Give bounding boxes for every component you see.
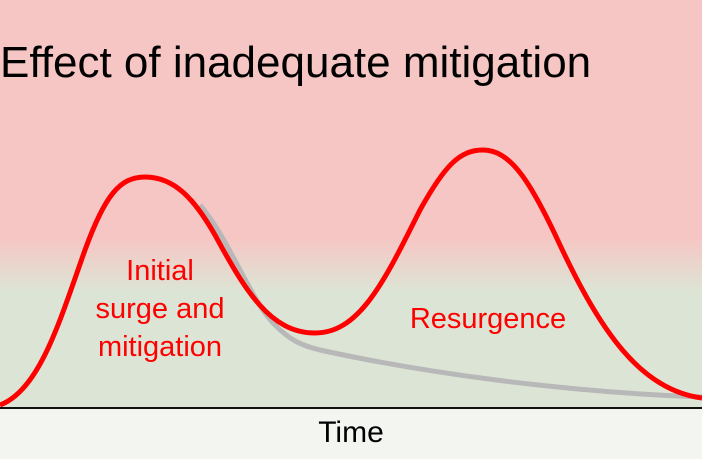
diagram-title: Effect of inadequate mitigation <box>0 38 592 87</box>
x-axis-label: Time <box>318 416 384 449</box>
resurgence-label: Resurgence <box>409 303 567 335</box>
initial-surge-label: Initial surge and mitigation <box>70 252 250 366</box>
mitigated-curve <box>198 203 702 400</box>
background-zones <box>0 0 702 407</box>
initial-label-line: mitigation <box>97 331 223 363</box>
initial-label-line: surge and <box>95 293 225 325</box>
initial-label-line: Initial <box>126 255 194 287</box>
resurgence-curve <box>0 147 702 408</box>
